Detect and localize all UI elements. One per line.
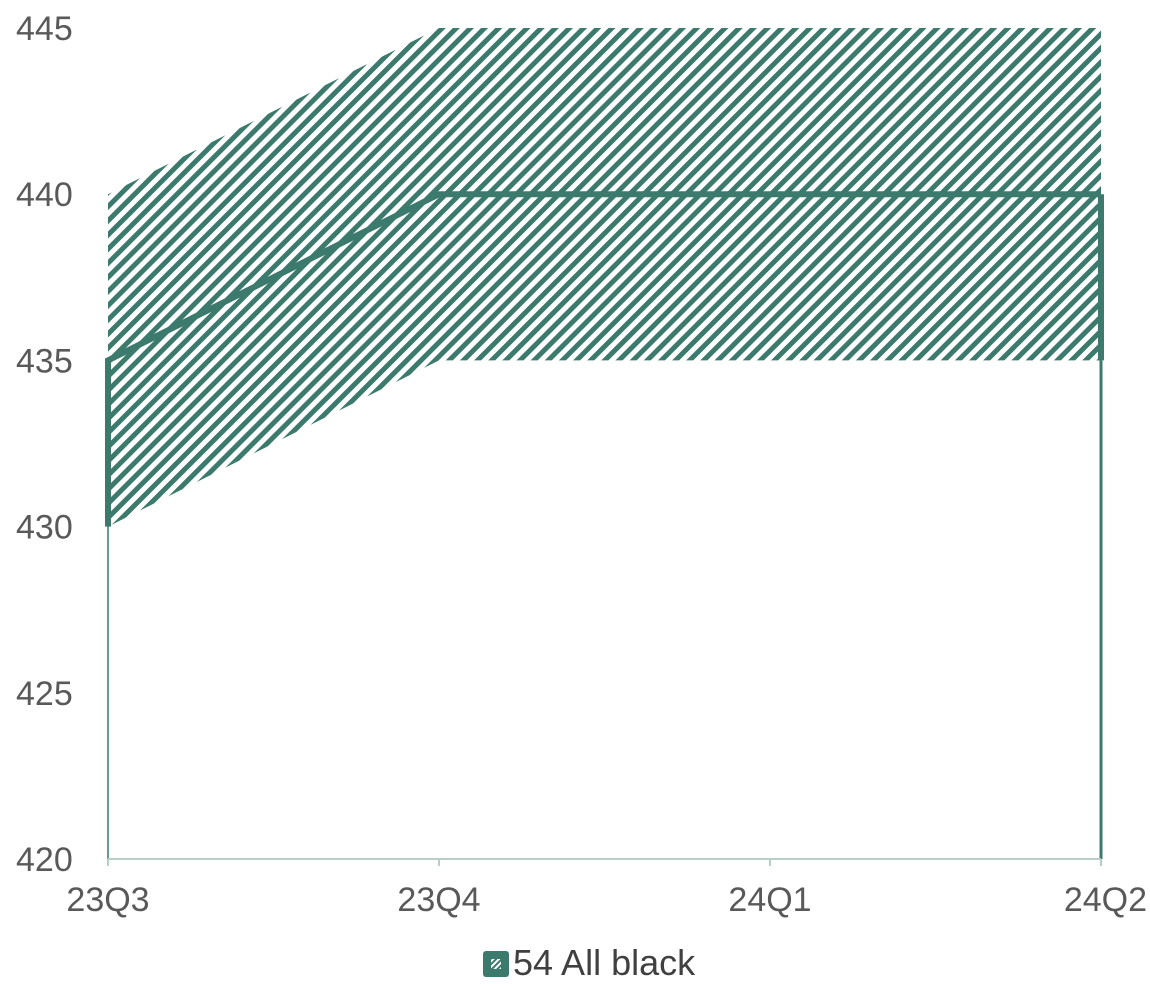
series-band-area	[108, 28, 1101, 527]
y-tick-label: 440	[16, 176, 73, 214]
y-tick-label: 420	[16, 841, 73, 879]
y-tick-label: 435	[16, 342, 73, 380]
plot-area	[108, 28, 1101, 859]
x-tick-label: 24Q1	[728, 881, 811, 919]
x-tick-label: 23Q4	[397, 881, 480, 919]
legend: 54 All black	[483, 942, 696, 979]
y-tick-label: 445	[16, 10, 73, 48]
y-tick-label: 430	[16, 509, 73, 547]
legend-label: 54 All black	[513, 942, 696, 979]
y-tick-label: 425	[16, 675, 73, 713]
x-tick-label: 23Q3	[66, 881, 149, 919]
legend-swatch-hatch	[491, 959, 501, 969]
x-tick-label: 24Q2	[1064, 881, 1147, 919]
